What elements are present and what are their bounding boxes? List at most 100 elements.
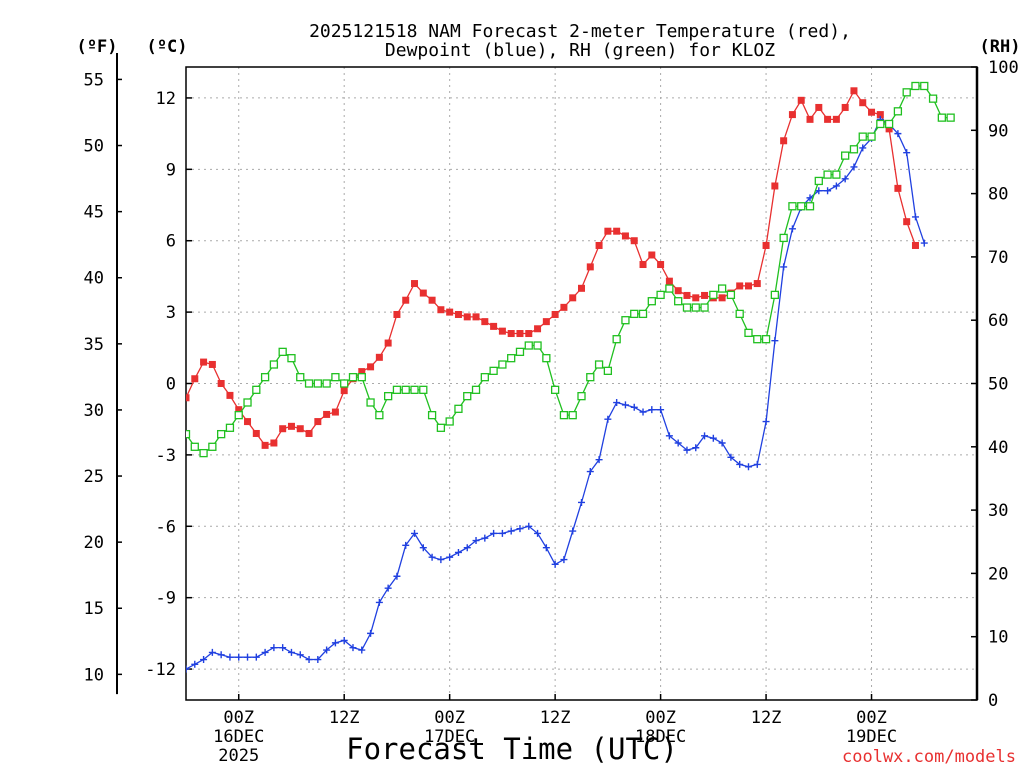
celsius-tick-label: 3 [166,303,176,323]
rh-point [849,145,859,154]
temperature-point [402,296,410,304]
dewpoint-point [270,644,278,652]
temperature-point [621,232,629,240]
dewpoint-point [621,401,629,409]
fahrenheit-tick-label: 30 [84,401,104,421]
rh-point [234,410,243,420]
dewpoint-point [586,468,594,476]
dewpoint-point [639,408,647,416]
temperature-point [630,237,638,245]
temperature-point [586,263,594,271]
celsius-tick-label: -9 [156,589,176,609]
rh-point [937,113,946,122]
dewpoint-point [780,263,788,271]
rh-point [471,385,481,394]
temperature-point [613,227,621,235]
rh-tick-label: 20 [988,564,1008,584]
rh-point [577,392,586,401]
temperature-point [384,339,392,347]
dewpoint-point [287,648,295,656]
rh-point [735,309,744,319]
dewpoint-point [578,498,585,506]
temperature-point [841,103,849,111]
dewpoint-point [279,644,287,652]
dewpoint-point [701,432,709,440]
temperature-point [411,280,419,288]
rh-point [612,335,621,344]
temperature-point [911,241,919,249]
dewpoint-point [186,665,190,673]
rh-point [841,151,850,160]
temperature-point [744,282,752,290]
rh-point [524,341,533,350]
celsius-tick-label: 12 [156,89,176,109]
rh-point [550,385,560,394]
dewpoint-point [200,656,208,664]
temperature-point [446,308,454,316]
rh-point [586,373,595,382]
temperature-point [340,387,348,395]
dewpoint-point [727,453,735,461]
temperature-point [683,291,691,299]
rh-point [269,360,279,369]
rh-tick-label: 10 [988,628,1008,648]
rh-point [454,404,463,413]
rh-point [603,366,613,375]
rh-point [287,354,296,363]
rh-point [805,202,815,211]
dewpoint-point [437,556,445,564]
rh-point [304,379,314,388]
rh-point [313,379,322,388]
rh-point [797,202,806,211]
dewpoint-point [402,541,410,549]
rh-point [190,442,199,451]
dewpoint-point [340,637,348,645]
dewpoint-point [358,646,366,654]
rh-point [436,423,446,432]
rh-tick-label: 100 [988,58,1019,78]
rh-point [348,373,358,382]
celsius-axis-header: (ºC) [147,37,188,57]
rh-point [559,410,569,420]
dewpoint-point [208,648,216,656]
rh-point [533,341,542,350]
dewpoint-point [815,187,823,195]
temperature-point [736,282,744,290]
dewpoint-point [841,175,849,183]
rh-tick-label: 80 [988,185,1008,205]
fahrenheit-tick-label: 15 [84,599,104,619]
fahrenheit-tick-label: 10 [84,665,104,685]
dewpoint-point [753,460,761,468]
chart-title-line1: 2025121518 NAM Forecast 2-meter Temperat… [309,21,851,42]
dewpoint-point [305,656,313,664]
dewpoint-point [349,644,357,652]
temperature-point [753,280,761,288]
dewpoint-point [657,406,665,414]
temperature-point [868,108,876,116]
dewpoint-point [428,553,436,561]
rh-point [383,392,393,401]
temperature-point [595,241,603,249]
dewpoint-point [718,439,726,447]
rh-point [665,284,674,293]
dewpoint-point [788,225,796,233]
x-tick-label: 12Z [751,708,782,728]
temperature-point [788,111,796,119]
x-tick-date: 17DEC [424,727,475,747]
rh-point [252,385,261,394]
rh-point [186,429,191,439]
dewpoint-point [560,556,568,564]
dewpoint-point [709,434,717,442]
dewpoint-point [323,646,331,654]
rh-point [340,379,349,388]
rh-tick-label: 90 [988,121,1008,141]
rh-point [568,410,577,420]
rh-point [278,347,287,357]
rh-point [770,290,780,300]
rh-point [489,366,498,375]
rh-point [630,309,639,319]
dewpoint-point [665,432,673,440]
rh-tick-label: 40 [988,438,1008,458]
rh-axis-header: (RH) [980,37,1021,57]
